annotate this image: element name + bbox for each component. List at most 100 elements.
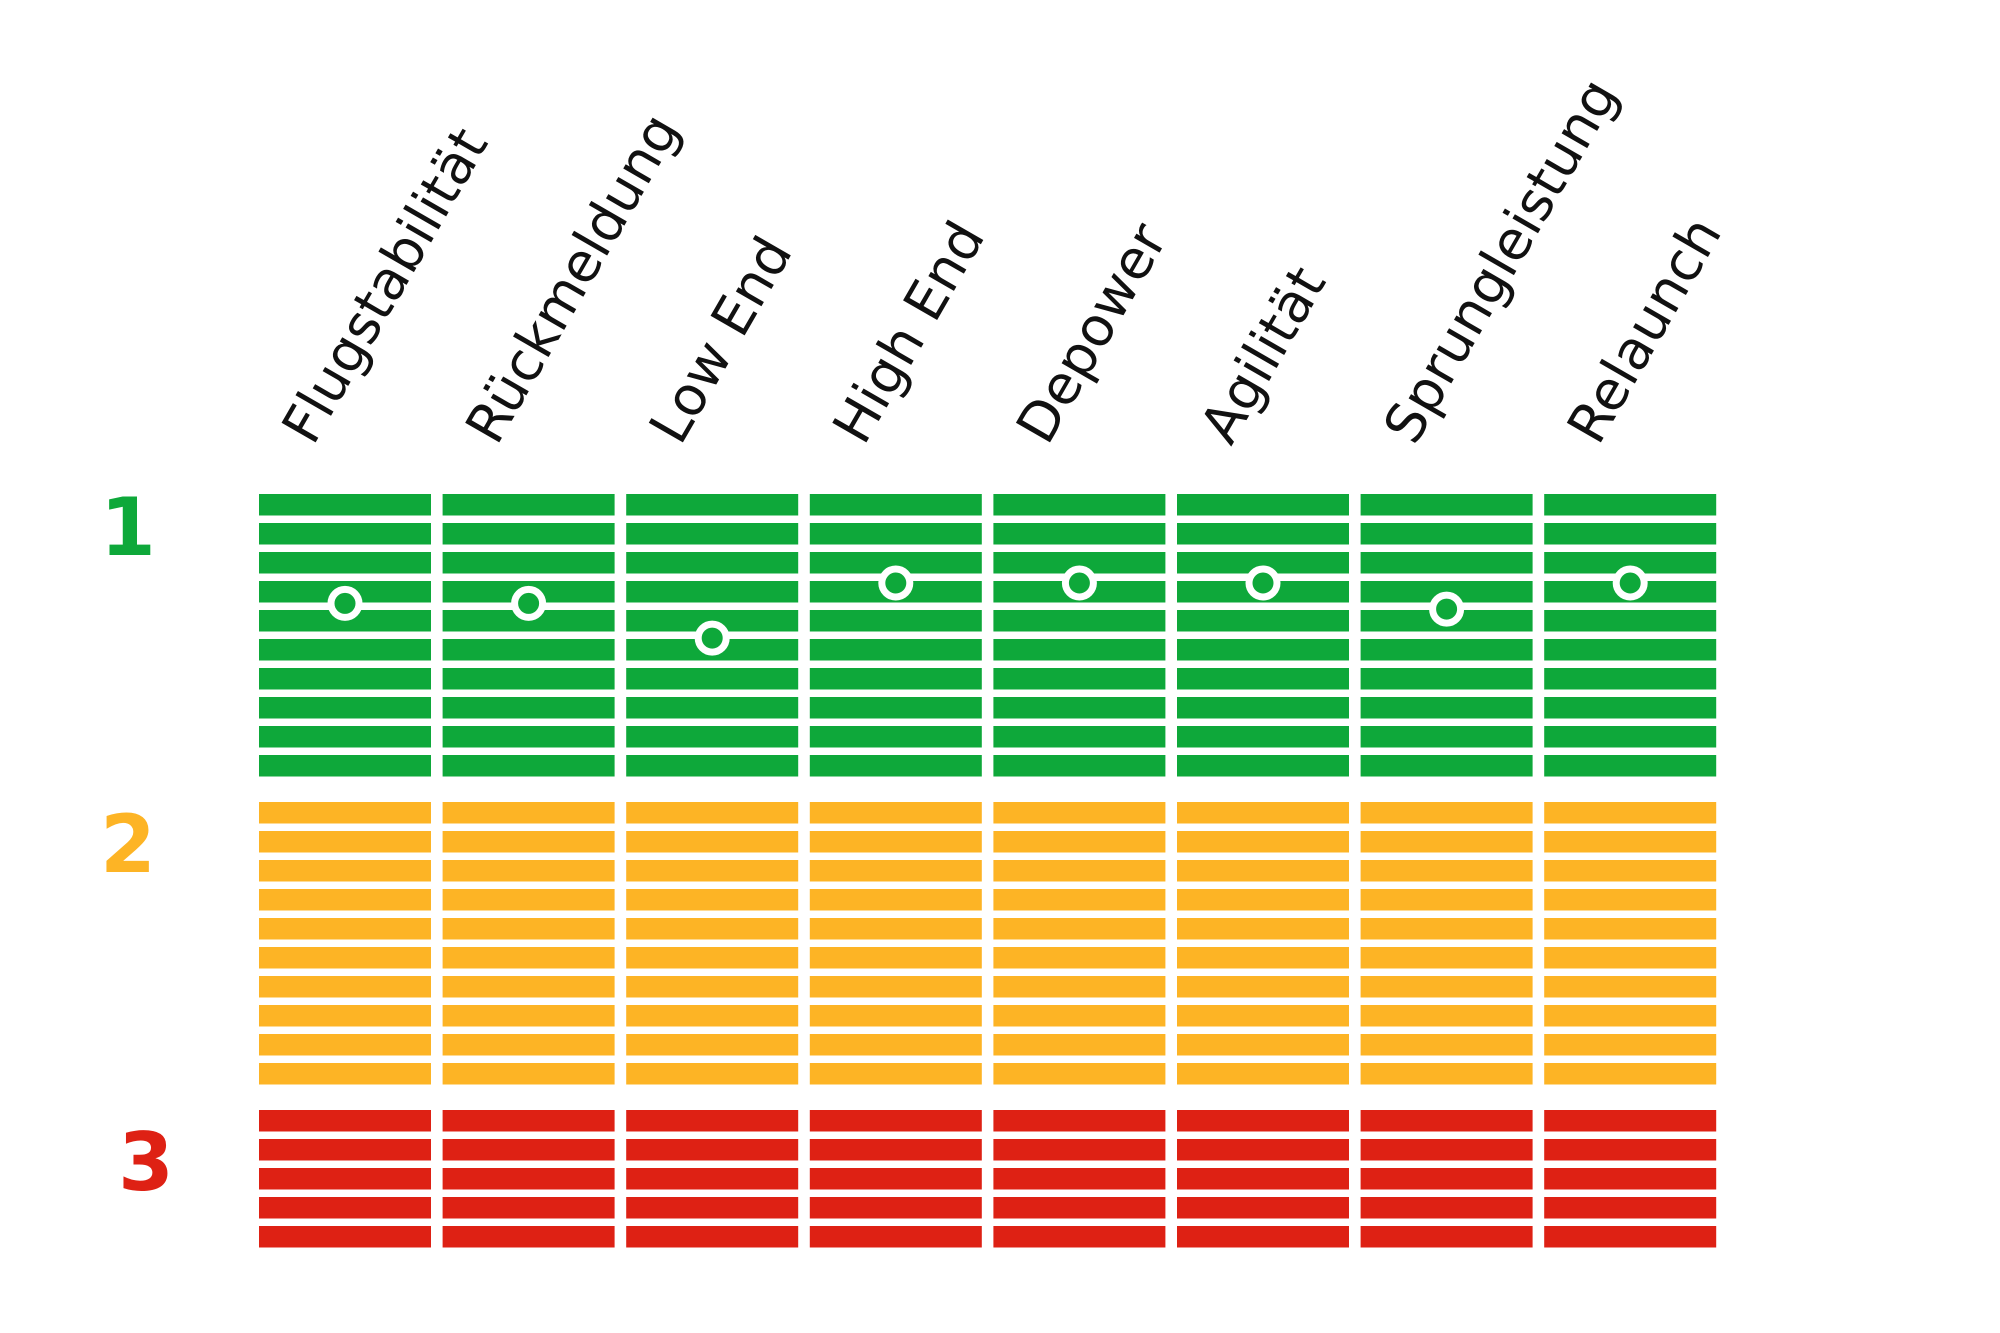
rating-stripe <box>259 1226 431 1248</box>
rating-stripe <box>442 1139 615 1161</box>
rating-stripe <box>993 639 1166 661</box>
rating-stripe <box>1544 639 1717 661</box>
rating-stripe <box>1177 1168 1349 1190</box>
rating-stripe <box>809 1168 982 1190</box>
rating-stripe <box>1360 668 1533 690</box>
rating-stripe <box>442 831 615 853</box>
rating-stripe <box>809 1063 982 1085</box>
rating-marker <box>1245 565 1281 601</box>
rating-stripe <box>1360 755 1533 777</box>
rating-stripe <box>1177 1139 1349 1161</box>
rating-stripe <box>626 976 799 998</box>
rating-stripe <box>1544 1110 1717 1132</box>
rating-stripe <box>626 1034 799 1056</box>
column-label: Depower <box>1004 212 1180 454</box>
rating-stripe <box>259 1168 431 1190</box>
rating-stripe <box>442 802 615 824</box>
rating-stripe <box>809 523 982 545</box>
rating-stripe <box>1544 1005 1717 1027</box>
rating-stripe <box>442 947 615 969</box>
rating-stripe <box>259 1005 431 1027</box>
rating-stripe <box>442 639 615 661</box>
rating-stripe <box>809 1139 982 1161</box>
rating-stripe <box>1177 668 1349 690</box>
rating-stripe <box>626 581 799 603</box>
rating-stripe <box>259 1139 431 1161</box>
rating-stripe <box>1360 976 1533 998</box>
rating-stripe <box>993 697 1166 719</box>
rating-stripe <box>809 639 982 661</box>
rating-stripe <box>1360 639 1533 661</box>
rating-stripe <box>1544 1226 1717 1248</box>
rating-stripe <box>1544 860 1717 882</box>
rating-stripe <box>1544 1139 1717 1161</box>
rating-stripe <box>993 1063 1166 1085</box>
rating-stripe <box>1360 1197 1533 1219</box>
rating-stripe <box>259 1110 431 1132</box>
rating-stripe <box>809 1034 982 1056</box>
rating-stripe <box>1544 889 1717 911</box>
rating-stripe <box>809 860 982 882</box>
rating-stripe <box>809 947 982 969</box>
rating-stripe <box>1177 1005 1349 1027</box>
rating-stripe <box>626 1226 799 1248</box>
rating-stripe <box>1177 1110 1349 1132</box>
rating-stripe <box>1544 668 1717 690</box>
rating-stripe <box>1360 1168 1533 1190</box>
rating-stripe <box>809 918 982 940</box>
rating-stripe <box>1544 726 1717 748</box>
rating-stripe <box>1544 1063 1717 1085</box>
rating-stripe <box>1177 552 1349 574</box>
rating-stripe <box>1360 523 1533 545</box>
rating-stripe <box>1360 947 1533 969</box>
rating-stripe <box>626 523 799 545</box>
rating-stripe <box>442 1005 615 1027</box>
rating-stripe <box>993 1005 1166 1027</box>
rating-stripe <box>1177 1063 1349 1085</box>
rating-stripe <box>259 726 431 748</box>
rating-stripe <box>993 976 1166 998</box>
rating-stripe <box>809 1110 982 1132</box>
rating-stripe <box>442 889 615 911</box>
rating-stripe <box>1544 918 1717 940</box>
rating-stripe <box>1544 755 1717 777</box>
rating-stripe <box>809 831 982 853</box>
rating-marker <box>511 585 547 621</box>
rating-stripe <box>1544 697 1717 719</box>
rating-stripe <box>809 1197 982 1219</box>
rating-stripe <box>993 802 1166 824</box>
rating-stripe <box>442 918 615 940</box>
rating-stripe <box>442 1063 615 1085</box>
rating-stripe <box>259 697 431 719</box>
rating-stripe <box>626 1005 799 1027</box>
rating-stripe <box>993 1034 1166 1056</box>
rating-markers <box>327 565 1648 656</box>
rating-stripe <box>1360 1063 1533 1085</box>
rating-marker <box>1061 565 1097 601</box>
rating-stripe <box>809 802 982 824</box>
rating-stripe <box>1177 726 1349 748</box>
rating-stripe <box>442 1034 615 1056</box>
group-labels: 1 2 3 <box>100 481 174 1209</box>
rating-stripe <box>259 831 431 853</box>
rating-stripe <box>1544 831 1717 853</box>
rating-stripe <box>442 1110 615 1132</box>
rating-stripe <box>626 1139 799 1161</box>
rating-stripe <box>1360 1110 1533 1132</box>
rating-stripe <box>1360 1005 1533 1027</box>
rating-stripe <box>809 726 982 748</box>
rating-marker <box>1429 591 1465 627</box>
rating-stripe <box>809 976 982 998</box>
rating-stripe <box>259 523 431 545</box>
rating-stripe <box>626 1197 799 1219</box>
rating-stripe <box>1360 889 1533 911</box>
column-label: Low End <box>637 226 805 453</box>
rating-stripe <box>809 668 982 690</box>
rating-stripe <box>259 639 431 661</box>
rating-stripe <box>259 552 431 574</box>
rating-stripe <box>259 918 431 940</box>
rating-stripe <box>1177 947 1349 969</box>
rating-stripe <box>259 802 431 824</box>
rating-stripe <box>442 1197 615 1219</box>
rating-stripe <box>1360 860 1533 882</box>
